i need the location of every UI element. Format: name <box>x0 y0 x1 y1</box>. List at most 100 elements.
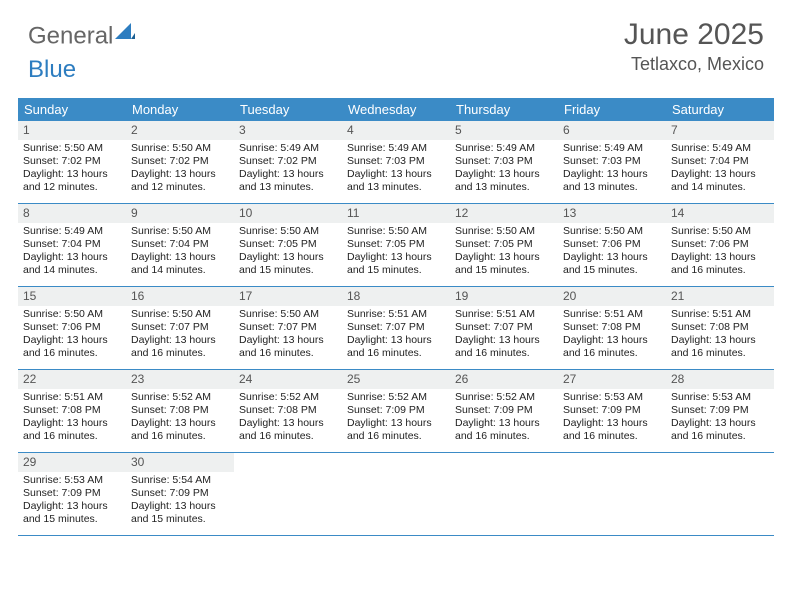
day-body: Sunrise: 5:50 AMSunset: 7:02 PMDaylight:… <box>18 140 126 199</box>
day-number: 2 <box>126 121 234 140</box>
sunrise-text: Sunrise: 5:50 AM <box>23 308 121 321</box>
day-number: 25 <box>342 370 450 389</box>
day-cell: 7Sunrise: 5:49 AMSunset: 7:04 PMDaylight… <box>666 121 774 203</box>
day-body: Sunrise: 5:54 AMSunset: 7:09 PMDaylight:… <box>126 472 234 531</box>
day-number: 17 <box>234 287 342 306</box>
daylight-text: Daylight: 13 hours and 16 minutes. <box>563 334 661 360</box>
day-number: 21 <box>666 287 774 306</box>
day-cell: 4Sunrise: 5:49 AMSunset: 7:03 PMDaylight… <box>342 121 450 203</box>
day-body: Sunrise: 5:53 AMSunset: 7:09 PMDaylight:… <box>558 389 666 448</box>
sunrise-text: Sunrise: 5:49 AM <box>455 142 553 155</box>
day-body: Sunrise: 5:50 AMSunset: 7:06 PMDaylight:… <box>558 223 666 282</box>
day-body: Sunrise: 5:52 AMSunset: 7:09 PMDaylight:… <box>450 389 558 448</box>
sunset-text: Sunset: 7:07 PM <box>347 321 445 334</box>
day-number: 11 <box>342 204 450 223</box>
daylight-text: Daylight: 13 hours and 16 minutes. <box>239 334 337 360</box>
day-body: Sunrise: 5:51 AMSunset: 7:08 PMDaylight:… <box>666 306 774 365</box>
day-body: Sunrise: 5:51 AMSunset: 7:07 PMDaylight:… <box>450 306 558 365</box>
day-cell: 18Sunrise: 5:51 AMSunset: 7:07 PMDayligh… <box>342 287 450 369</box>
sunset-text: Sunset: 7:05 PM <box>347 238 445 251</box>
day-cell: 30Sunrise: 5:54 AMSunset: 7:09 PMDayligh… <box>126 453 234 535</box>
day-number: 26 <box>450 370 558 389</box>
day-cell: 17Sunrise: 5:50 AMSunset: 7:07 PMDayligh… <box>234 287 342 369</box>
day-number: 18 <box>342 287 450 306</box>
day-cell: 9Sunrise: 5:50 AMSunset: 7:04 PMDaylight… <box>126 204 234 286</box>
daylight-text: Daylight: 13 hours and 14 minutes. <box>671 168 769 194</box>
logo-text-general: General <box>28 22 113 49</box>
day-number: 4 <box>342 121 450 140</box>
sunset-text: Sunset: 7:06 PM <box>563 238 661 251</box>
sunset-text: Sunset: 7:09 PM <box>671 404 769 417</box>
day-body: Sunrise: 5:50 AMSunset: 7:06 PMDaylight:… <box>666 223 774 282</box>
daylight-text: Daylight: 13 hours and 15 minutes. <box>563 251 661 277</box>
sunset-text: Sunset: 7:04 PM <box>23 238 121 251</box>
daylight-text: Daylight: 13 hours and 14 minutes. <box>131 251 229 277</box>
day-cell: 16Sunrise: 5:50 AMSunset: 7:07 PMDayligh… <box>126 287 234 369</box>
day-cell-empty <box>342 453 450 535</box>
daylight-text: Daylight: 13 hours and 13 minutes. <box>239 168 337 194</box>
header: General Blue June 2025 Tetlaxco, Mexico <box>0 0 792 92</box>
weekday-header-row: Sunday Monday Tuesday Wednesday Thursday… <box>18 98 774 121</box>
daylight-text: Daylight: 13 hours and 16 minutes. <box>23 417 121 443</box>
sunset-text: Sunset: 7:06 PM <box>23 321 121 334</box>
location: Tetlaxco, Mexico <box>624 54 764 75</box>
day-number: 20 <box>558 287 666 306</box>
day-cell: 6Sunrise: 5:49 AMSunset: 7:03 PMDaylight… <box>558 121 666 203</box>
day-body: Sunrise: 5:49 AMSunset: 7:02 PMDaylight:… <box>234 140 342 199</box>
sunrise-text: Sunrise: 5:51 AM <box>671 308 769 321</box>
sunrise-text: Sunrise: 5:50 AM <box>239 308 337 321</box>
daylight-text: Daylight: 13 hours and 14 minutes. <box>23 251 121 277</box>
day-number: 16 <box>126 287 234 306</box>
daylight-text: Daylight: 13 hours and 16 minutes. <box>23 334 121 360</box>
sunset-text: Sunset: 7:09 PM <box>455 404 553 417</box>
day-body: Sunrise: 5:49 AMSunset: 7:03 PMDaylight:… <box>342 140 450 199</box>
week-row: 8Sunrise: 5:49 AMSunset: 7:04 PMDaylight… <box>18 204 774 287</box>
day-number: 7 <box>666 121 774 140</box>
sunrise-text: Sunrise: 5:49 AM <box>23 225 121 238</box>
day-number: 8 <box>18 204 126 223</box>
day-body: Sunrise: 5:53 AMSunset: 7:09 PMDaylight:… <box>18 472 126 531</box>
day-body: Sunrise: 5:52 AMSunset: 7:08 PMDaylight:… <box>234 389 342 448</box>
sunset-text: Sunset: 7:03 PM <box>563 155 661 168</box>
sunrise-text: Sunrise: 5:53 AM <box>671 391 769 404</box>
day-body: Sunrise: 5:49 AMSunset: 7:03 PMDaylight:… <box>450 140 558 199</box>
sunset-text: Sunset: 7:08 PM <box>131 404 229 417</box>
daylight-text: Daylight: 13 hours and 13 minutes. <box>455 168 553 194</box>
sunrise-text: Sunrise: 5:52 AM <box>239 391 337 404</box>
day-cell-empty <box>234 453 342 535</box>
day-cell: 8 Sunrise: 5:49 AMSunset: 7:04 PMDaylight… <box>18 204 126 286</box>
sunrise-text: Sunrise: 5:52 AM <box>347 391 445 404</box>
day-body: Sunrise: 5:51 AMSunset: 7:08 PMDaylight:… <box>18 389 126 448</box>
sunset-text: Sunset: 7:08 PM <box>239 404 337 417</box>
daylight-text: Daylight: 13 hours and 15 minutes. <box>347 251 445 277</box>
weekday-header: Saturday <box>666 98 774 121</box>
daylight-text: Daylight: 13 hours and 15 minutes. <box>23 500 121 526</box>
day-body: Sunrise: 5:50 AMSunset: 7:07 PMDaylight:… <box>234 306 342 365</box>
day-cell: 26Sunrise: 5:52 AMSunset: 7:09 PMDayligh… <box>450 370 558 452</box>
day-body: Sunrise: 5:49 AMSunset: 7:04 PMDaylight:… <box>666 140 774 199</box>
daylight-text: Daylight: 13 hours and 16 minutes. <box>131 334 229 360</box>
sunset-text: Sunset: 7:09 PM <box>131 487 229 500</box>
day-body: Sunrise: 5:50 AMSunset: 7:02 PMDaylight:… <box>126 140 234 199</box>
sunrise-text: Sunrise: 5:54 AM <box>131 474 229 487</box>
day-body: Sunrise: 5:51 AMSunset: 7:07 PMDaylight:… <box>342 306 450 365</box>
day-cell: 1Sunrise: 5:50 AMSunset: 7:02 PMDaylight… <box>18 121 126 203</box>
sunset-text: Sunset: 7:04 PM <box>131 238 229 251</box>
sunrise-text: Sunrise: 5:50 AM <box>455 225 553 238</box>
sunset-text: Sunset: 7:08 PM <box>23 404 121 417</box>
sunset-text: Sunset: 7:09 PM <box>23 487 121 500</box>
day-number: 1 <box>18 121 126 140</box>
daylight-text: Daylight: 13 hours and 16 minutes. <box>671 251 769 277</box>
daylight-text: Daylight: 13 hours and 15 minutes. <box>239 251 337 277</box>
sunrise-text: Sunrise: 5:52 AM <box>455 391 553 404</box>
sunset-text: Sunset: 7:05 PM <box>239 238 337 251</box>
day-body: Sunrise: 5:53 AMSunset: 7:09 PMDaylight:… <box>666 389 774 448</box>
day-number: 30 <box>126 453 234 472</box>
sunset-text: Sunset: 7:03 PM <box>455 155 553 168</box>
week-row: 15Sunrise: 5:50 AMSunset: 7:06 PMDayligh… <box>18 287 774 370</box>
day-cell: 29Sunrise: 5:53 AMSunset: 7:09 PMDayligh… <box>18 453 126 535</box>
sunrise-text: Sunrise: 5:50 AM <box>131 308 229 321</box>
day-cell: 12Sunrise: 5:50 AMSunset: 7:05 PMDayligh… <box>450 204 558 286</box>
day-body: Sunrise: 5:50 AMSunset: 7:05 PMDaylight:… <box>450 223 558 282</box>
day-cell: 25Sunrise: 5:52 AMSunset: 7:09 PMDayligh… <box>342 370 450 452</box>
